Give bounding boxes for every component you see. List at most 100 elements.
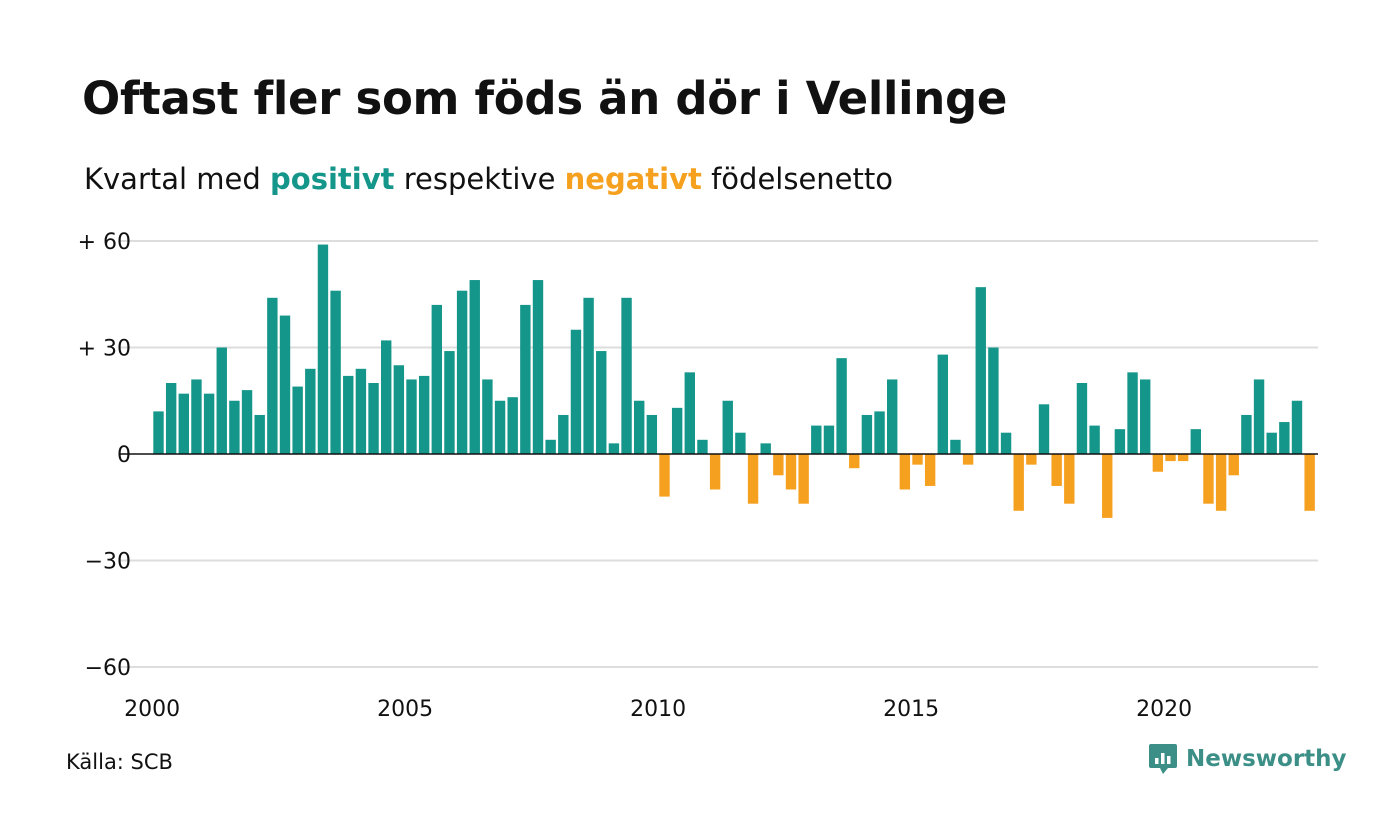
grid-lines: [120, 240, 1318, 668]
bar-positive: [760, 443, 771, 454]
bar-positive: [1127, 372, 1138, 454]
bar-positive: [418, 375, 430, 454]
chart-title: Oftast fler som föds än dör i Vellinge: [82, 72, 1008, 125]
bar-negative: [785, 454, 797, 490]
bar-negative: [709, 454, 721, 490]
bar-positive: [292, 386, 303, 454]
bar-negative: [1051, 454, 1062, 486]
bar-positive: [570, 329, 582, 454]
x-tick-label: 2015: [883, 697, 939, 722]
bar-positive: [671, 407, 683, 454]
bar-positive: [229, 400, 240, 454]
y-tick-label: + 60: [78, 230, 131, 255]
bar-positive: [431, 304, 442, 454]
bar-negative: [1102, 454, 1113, 518]
bar-positive: [1241, 414, 1252, 454]
bar-positive: [191, 379, 202, 454]
bar-positive: [975, 287, 986, 454]
subtitle-negative-label: negativt: [564, 162, 702, 196]
bar-positive: [368, 383, 379, 454]
bar-positive: [583, 297, 594, 454]
bar-positive: [520, 304, 531, 454]
bar-positive: [317, 244, 329, 454]
bar-positive: [393, 365, 405, 454]
bar-positive: [1140, 379, 1151, 454]
bar-negative: [773, 454, 784, 476]
bar-positive: [1076, 383, 1088, 454]
bar-positive: [1190, 429, 1201, 454]
bar-positive: [722, 400, 733, 454]
bar-positive: [621, 297, 632, 454]
bar-positive: [165, 383, 177, 454]
bar-positive: [836, 358, 847, 454]
bar-positive: [608, 443, 620, 454]
bar-positive: [634, 400, 645, 454]
bar-positive: [469, 280, 480, 454]
brand-name: Newsworthy: [1186, 746, 1347, 772]
bar-positive: [887, 379, 898, 454]
bar-negative: [1177, 454, 1189, 462]
bar-positive: [1279, 422, 1290, 454]
bar-positive: [1266, 432, 1277, 454]
brand: Newsworthy: [1148, 742, 1347, 776]
bar-positive: [811, 425, 822, 454]
bar-positive: [456, 290, 468, 454]
bar-negative: [849, 454, 860, 469]
bar-positive: [305, 368, 316, 454]
y-axis-tick-labels: + 60 + 30 0 −30 −60: [78, 230, 131, 681]
bar-positive: [254, 414, 265, 454]
y-tick-label: −30: [85, 550, 131, 575]
bar-negative: [1013, 454, 1024, 511]
bar-positive: [153, 411, 164, 454]
bar-negative: [747, 454, 759, 504]
bar-positive: [545, 439, 556, 454]
bar-positive: [1253, 379, 1265, 454]
bar-negative: [1026, 454, 1037, 465]
chart-subtitle: Kvartal med positivt respektive negativt…: [84, 162, 893, 196]
bar-negative: [1228, 454, 1239, 476]
subtitle-positive-label: positivt: [270, 162, 395, 196]
bar-positive: [684, 372, 695, 454]
bar-positive: [1114, 429, 1126, 454]
bar-positive: [216, 347, 227, 454]
bar-positive: [1038, 404, 1050, 454]
bar-negative: [1304, 454, 1315, 511]
subtitle-prefix: Kvartal med: [84, 162, 261, 196]
x-tick-label: 2010: [630, 697, 686, 722]
bar-positive: [279, 315, 291, 454]
bar-negative: [924, 454, 936, 486]
bar-positive: [381, 340, 392, 454]
bar-negative: [1165, 454, 1176, 462]
bar-positive: [343, 375, 354, 454]
subtitle-suffix: födelsenetto: [711, 162, 893, 196]
bar-positive: [267, 297, 278, 454]
bar-negative: [1064, 454, 1075, 504]
source-note: Källa: SCB: [66, 750, 173, 774]
bar-negative: [659, 454, 670, 497]
bar-negative: [798, 454, 809, 504]
bar-positive: [823, 425, 835, 454]
x-tick-label: 2005: [377, 697, 433, 722]
bar-positive: [355, 368, 367, 454]
bar-negative: [1152, 454, 1164, 472]
y-tick-label: 0: [117, 443, 131, 468]
bar-positive: [1291, 400, 1303, 454]
bar-negative: [962, 454, 974, 465]
bar-positive: [596, 351, 607, 454]
bar-negative: [912, 454, 923, 465]
y-tick-label: + 30: [78, 337, 131, 362]
bar-positive: [444, 351, 455, 454]
y-tick-label: −60: [85, 656, 131, 681]
bar-positive: [178, 393, 189, 454]
bars: [153, 244, 1315, 518]
x-tick-label: 2000: [124, 697, 180, 722]
bar-positive: [241, 390, 253, 454]
x-axis-tick-labels: 2000 2005 2010 2015 2020: [124, 697, 1192, 722]
bar-negative: [899, 454, 911, 490]
bar-positive: [330, 290, 341, 454]
bar-positive: [1000, 432, 1012, 454]
bar-positive: [406, 379, 417, 454]
bar-positive: [950, 439, 961, 454]
bar-positive: [988, 347, 999, 454]
